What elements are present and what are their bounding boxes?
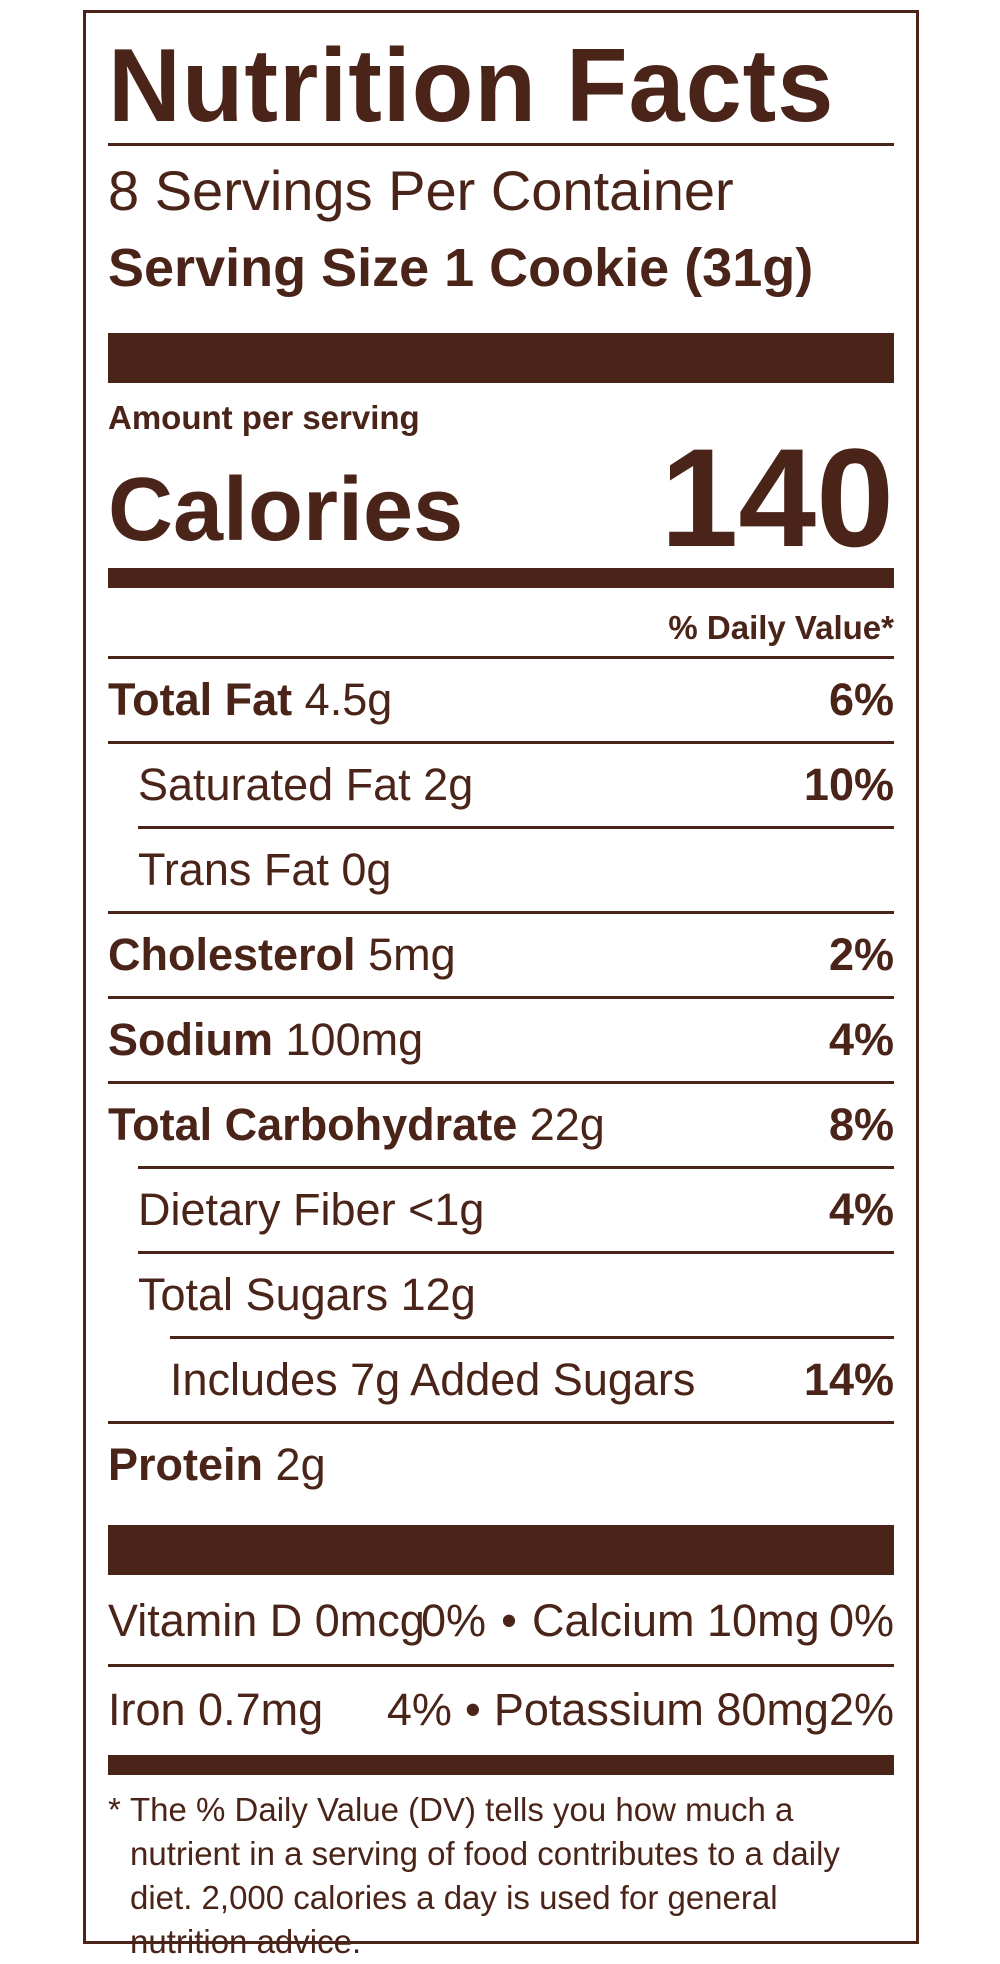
daily-value-header: % Daily Value* <box>668 609 894 646</box>
vitamin-dv: 0% <box>420 1595 486 1646</box>
vitamin-name: Vitamin D 0mcg <box>108 1595 425 1646</box>
amount-per-serving: Amount per serving <box>108 399 420 436</box>
mineral-name: Potassium 80mg <box>493 1684 829 1735</box>
footnote: * The % Daily Value (DV) tells you how m… <box>108 1788 894 1964</box>
nutrient-name: Sodium <box>108 1014 273 1065</box>
mineral-dv: 2% <box>828 1684 895 1735</box>
vitamin-name: Iron 0.7mg <box>108 1684 324 1735</box>
nutrient-dv: 14% <box>803 1354 894 1405</box>
footnote-text: The % Daily Value (DV) tells you how muc… <box>130 1791 840 1960</box>
nutrient-row-sodium: Sodium 100mg 4% <box>108 999 894 1081</box>
nutrition-facts-label: Nutrition Facts 8 Servings Per Container… <box>83 10 919 1960</box>
nutrient-row-total-carbohydrate: Total Carbohydrate 22g 8% <box>108 1084 894 1166</box>
divider <box>108 1081 894 1084</box>
divider <box>108 911 894 914</box>
nutrient-name: Dietary Fiber <1g <box>138 1184 485 1235</box>
nutrient-amount: 100mg <box>285 1014 424 1065</box>
nutrient-list: Total Fat 4.5g 6% Saturated Fat 2g 10% T… <box>108 659 894 1506</box>
nutrient-name: Includes 7g Added Sugars <box>170 1354 696 1405</box>
divider <box>108 1664 894 1667</box>
medium-divider <box>108 1755 894 1775</box>
footnote-asterisk: * <box>108 1791 121 1828</box>
divider <box>170 1336 894 1339</box>
thick-divider <box>108 1525 894 1575</box>
nutrient-row-trans-fat: Trans Fat 0g <box>108 829 894 911</box>
label-title: Nutrition Facts <box>108 28 835 144</box>
vitamin-row: Vitamin D 0mcg 0% • Calcium 10mg 0% <box>108 1578 894 1664</box>
divider <box>108 656 894 659</box>
nutrient-amount: 2g <box>275 1439 326 1490</box>
nutrient-dv: 4% <box>828 1184 894 1235</box>
medium-divider <box>108 568 894 588</box>
nutrient-name: Total Fat <box>108 674 293 725</box>
nutrient-row-total-fat: Total Fat 4.5g 6% <box>108 659 894 741</box>
nutrient-row-dietary-fiber: Dietary Fiber <1g 4% <box>108 1169 894 1251</box>
mineral-dv: 0% <box>828 1595 894 1646</box>
serving-size: Serving Size 1 Cookie (31g) <box>108 238 814 298</box>
vitamins-list: Vitamin D 0mcg 0% • Calcium 10mg 0% Iron… <box>108 1578 894 1753</box>
divider <box>138 1251 894 1254</box>
vitamin-row: Iron 0.7mg 4% • Potassium 80mg 2% <box>108 1667 894 1753</box>
nutrient-row-total-sugars: Total Sugars 12g <box>108 1254 894 1336</box>
calories-value: 140 <box>660 419 894 576</box>
calories-label: Calories <box>108 460 464 560</box>
nutrient-amount: 5mg <box>368 929 456 980</box>
bullet-separator: • <box>501 1595 517 1646</box>
divider <box>138 826 894 829</box>
nutrient-row-cholesterol: Cholesterol 5mg 2% <box>108 914 894 996</box>
nutrient-dv: 2% <box>828 929 894 980</box>
divider <box>108 996 894 999</box>
mineral-name: Calcium 10mg <box>532 1595 820 1646</box>
nutrient-name: Saturated Fat 2g <box>138 759 474 810</box>
nutrient-name: Protein <box>108 1439 264 1490</box>
nutrient-name: Total Sugars 12g <box>138 1269 476 1320</box>
nutrient-amount: 22g <box>529 1099 605 1150</box>
divider <box>108 741 894 744</box>
nutrient-dv: 6% <box>828 674 894 725</box>
nutrient-dv: 8% <box>828 1099 894 1150</box>
bullet-separator: • <box>465 1684 481 1735</box>
nutrient-row-saturated-fat: Saturated Fat 2g 10% <box>108 744 894 826</box>
vitamin-dv: 4% <box>386 1684 452 1735</box>
divider <box>138 1166 894 1169</box>
nutrient-row-added-sugars: Includes 7g Added Sugars 14% <box>108 1339 894 1421</box>
nutrient-dv: 10% <box>803 759 894 810</box>
servings-per-container: 8 Servings Per Container <box>108 159 734 222</box>
nutrient-name: Trans Fat 0g <box>138 844 392 895</box>
nutrient-dv: 4% <box>828 1014 894 1065</box>
nutrient-name: Cholesterol <box>108 929 356 980</box>
nutrient-row-protein: Protein 2g <box>108 1424 894 1506</box>
nutrient-amount: 4.5g <box>304 674 393 725</box>
divider <box>108 1421 894 1424</box>
nutrient-name: Total Carbohydrate <box>108 1099 518 1150</box>
thick-divider <box>108 333 894 383</box>
divider <box>108 143 894 146</box>
